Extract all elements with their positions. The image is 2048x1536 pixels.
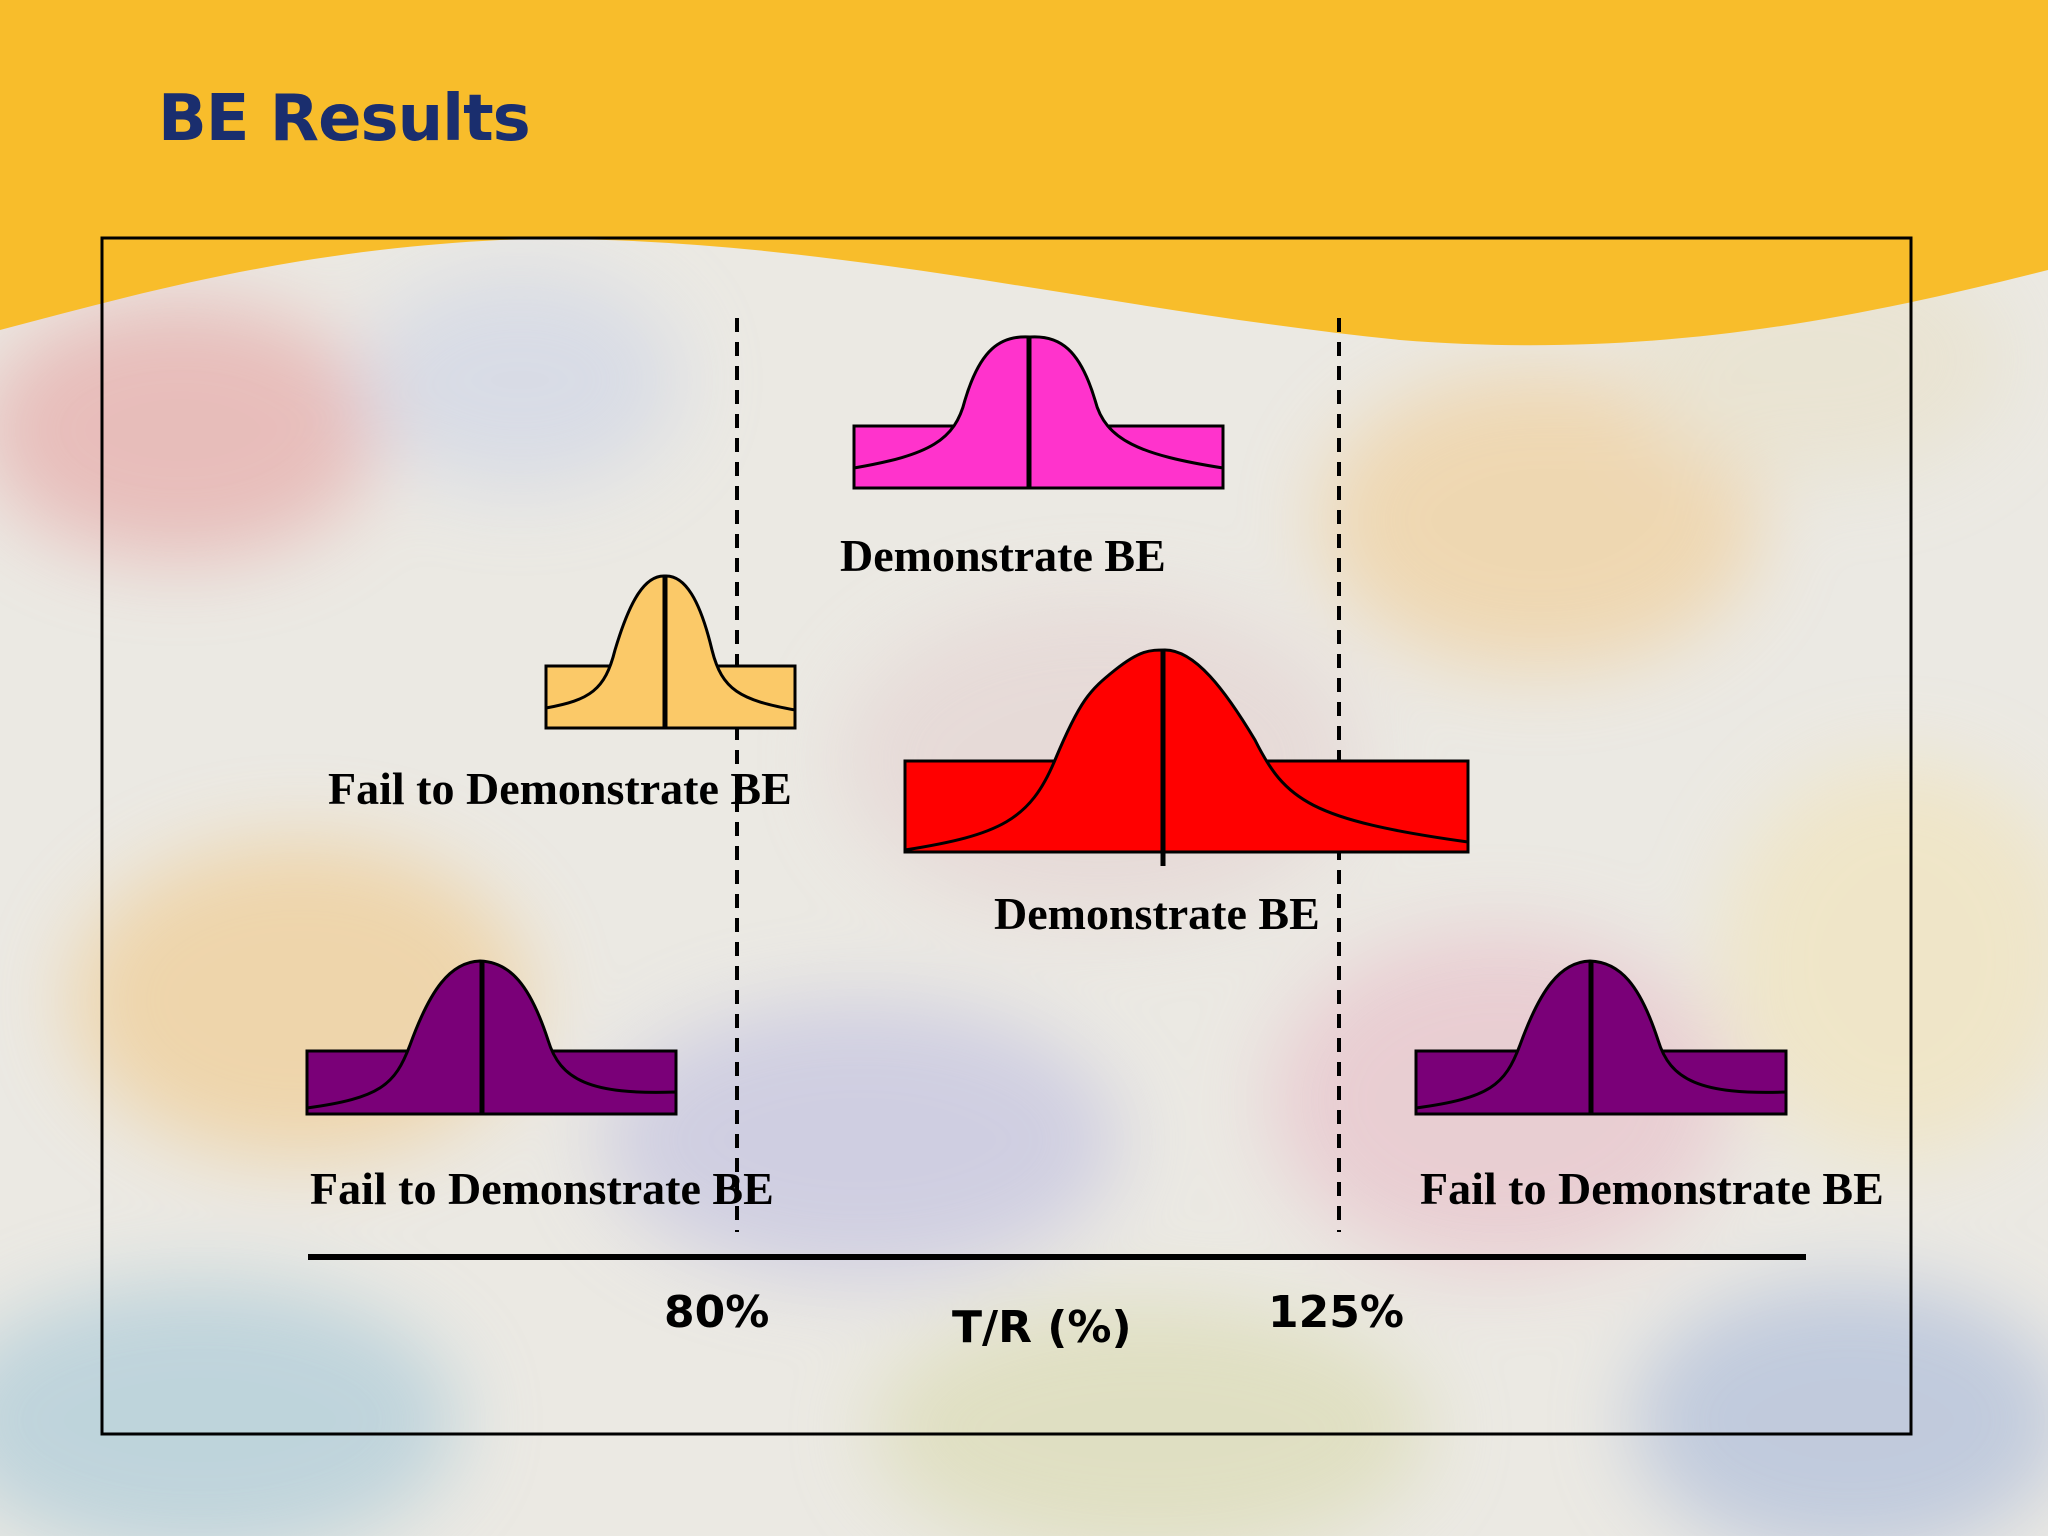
label-fail-lower-left: Fail to Demonstrate BE — [310, 1163, 774, 1214]
curve-light-orange — [544, 574, 797, 730]
axis-label-tr: T/R (%) — [952, 1302, 1132, 1353]
limit-label-80: 80% — [664, 1287, 769, 1338]
diagram-frame — [100, 236, 1913, 1436]
label-fail-lower-right: Fail to Demonstrate BE — [1420, 1163, 1884, 1214]
curve-purple-left — [305, 959, 678, 1116]
curve-pink — [852, 335, 1225, 490]
curve-purple-right — [1414, 959, 1788, 1116]
slide-title: BE Results — [158, 82, 531, 156]
label-demonstrate-be-center: Demonstrate BE — [994, 888, 1320, 939]
curve-red — [903, 648, 1470, 866]
label-fail-upper-left: Fail to Demonstrate BE — [328, 763, 792, 814]
limit-label-125: 125% — [1268, 1287, 1404, 1338]
yellow-banner — [0, 0, 2048, 346]
label-demonstrate-be-top: Demonstrate BE — [840, 530, 1166, 581]
